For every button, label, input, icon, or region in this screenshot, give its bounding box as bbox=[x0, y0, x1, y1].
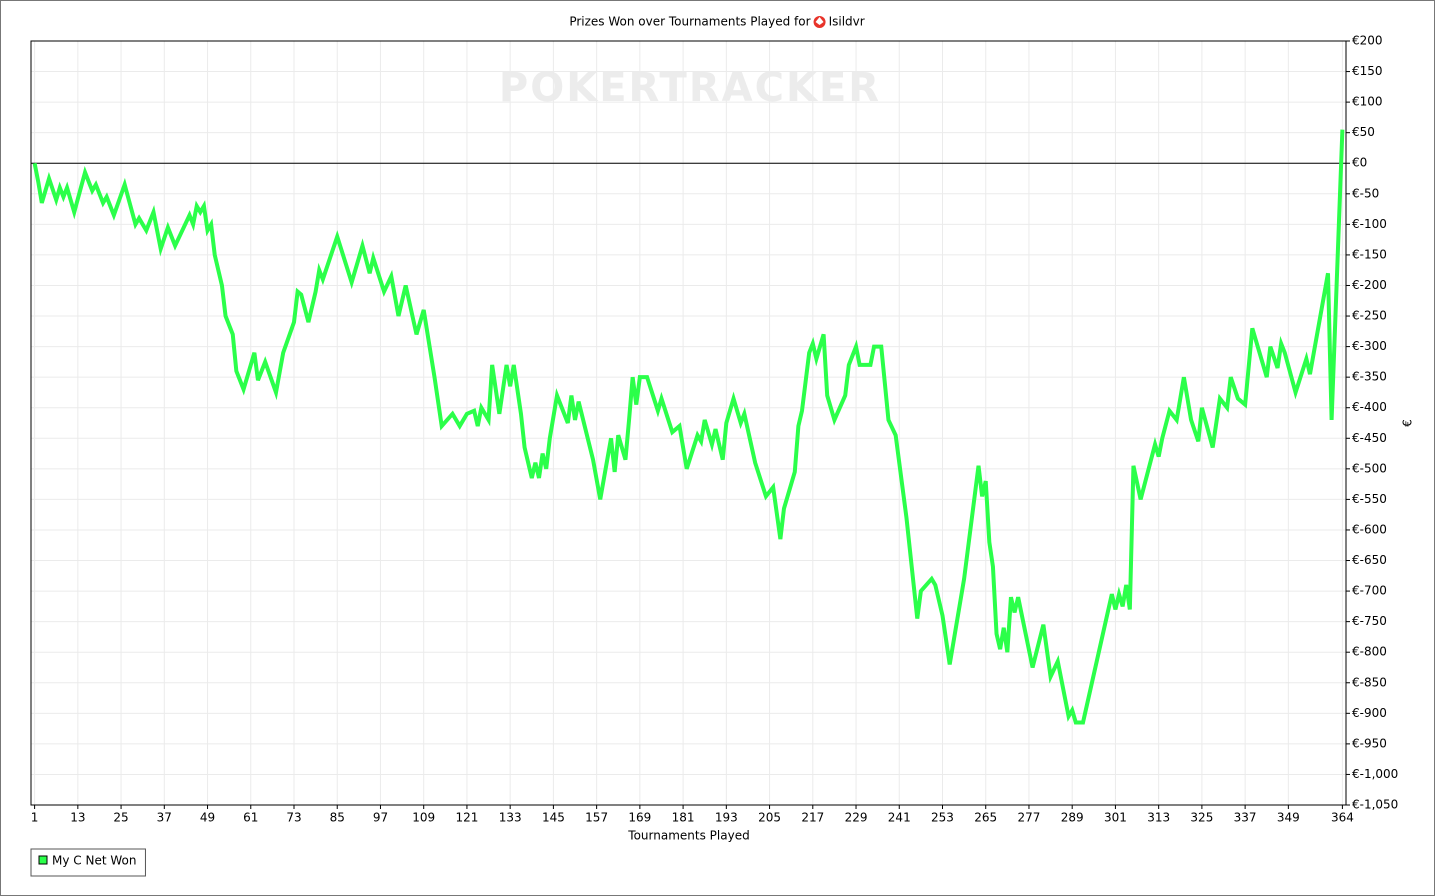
y-tick-label: €150 bbox=[1352, 64, 1383, 78]
x-tick-label: 121 bbox=[455, 811, 478, 825]
y-tick-label: €-650 bbox=[1352, 553, 1387, 567]
x-axis-label: Tournaments Played bbox=[627, 829, 749, 843]
x-tick-label: 133 bbox=[499, 811, 522, 825]
y-tick-label: €-550 bbox=[1352, 492, 1387, 506]
y-tick-label: €-200 bbox=[1352, 278, 1387, 292]
x-tick-label: 181 bbox=[672, 811, 695, 825]
y-tick-label: €-50 bbox=[1352, 186, 1379, 200]
y-tick-label: €-450 bbox=[1352, 431, 1387, 445]
y-tick-label: €-250 bbox=[1352, 309, 1387, 323]
legend-swatch bbox=[38, 855, 48, 865]
y-tick-label: €-150 bbox=[1352, 247, 1387, 261]
x-tick-label: 217 bbox=[801, 811, 824, 825]
x-tick-label: 364 bbox=[1331, 811, 1354, 825]
player-name: Isildvr bbox=[829, 15, 865, 29]
x-tick-label: 265 bbox=[974, 811, 997, 825]
x-tick-label: 37 bbox=[157, 811, 172, 825]
x-tick-label: 289 bbox=[1061, 811, 1084, 825]
x-tick-label: 253 bbox=[931, 811, 954, 825]
x-tick-label: 313 bbox=[1147, 811, 1170, 825]
x-tick-label: 49 bbox=[200, 811, 215, 825]
x-tick-label: 157 bbox=[585, 811, 608, 825]
x-tick-label: 229 bbox=[845, 811, 868, 825]
x-tick-label: 109 bbox=[412, 811, 435, 825]
plot-border bbox=[30, 40, 1347, 806]
y-tick-label: €-850 bbox=[1352, 675, 1387, 689]
y-tick-label: €0 bbox=[1352, 156, 1367, 170]
y-tick-label: €-400 bbox=[1352, 400, 1387, 414]
x-tick-label: 325 bbox=[1190, 811, 1213, 825]
y-tick-label: €-1,000 bbox=[1352, 767, 1398, 781]
x-tick-label: 25 bbox=[113, 811, 128, 825]
player-icon-spade bbox=[815, 17, 824, 25]
legend-label: My C Net Won bbox=[52, 854, 136, 868]
y-tick-label: €-350 bbox=[1352, 370, 1387, 384]
y-tick-label: €50 bbox=[1352, 125, 1375, 139]
x-tick-label: 337 bbox=[1234, 811, 1257, 825]
y-tick-label: €-800 bbox=[1352, 645, 1387, 659]
watermark: POKERTRACKER bbox=[499, 65, 881, 111]
y-tick-label: €-500 bbox=[1352, 461, 1387, 475]
x-tick-label: 169 bbox=[628, 811, 651, 825]
x-tick-label: 73 bbox=[286, 811, 301, 825]
y-tick-label: €-950 bbox=[1352, 736, 1387, 750]
x-tick-label: 205 bbox=[758, 811, 781, 825]
chart-title: Prizes Won over Tournaments Played for bbox=[569, 15, 810, 29]
x-tick-label: 277 bbox=[1018, 811, 1041, 825]
x-tick-label: 241 bbox=[888, 811, 911, 825]
series-line bbox=[32, 129, 1345, 725]
y-tick-label: €100 bbox=[1352, 95, 1383, 109]
x-tick-label: 85 bbox=[330, 811, 345, 825]
y-axis-label: € bbox=[1401, 419, 1415, 427]
y-tick-label: €-900 bbox=[1352, 706, 1387, 720]
x-tick-label: 61 bbox=[243, 811, 258, 825]
y-tick-label: €-600 bbox=[1352, 522, 1387, 536]
y-tick-label: €-100 bbox=[1352, 217, 1387, 231]
x-tick-label: 97 bbox=[373, 811, 388, 825]
y-tick-label: €-300 bbox=[1352, 339, 1387, 353]
y-tick-label: €200 bbox=[1352, 34, 1383, 48]
x-tick-label: 301 bbox=[1104, 811, 1127, 825]
x-tick-label: 349 bbox=[1277, 811, 1300, 825]
x-tick-label: 1 bbox=[31, 811, 39, 825]
y-tick-label: €-750 bbox=[1352, 614, 1387, 628]
x-tick-label: 145 bbox=[542, 811, 565, 825]
x-tick-label: 13 bbox=[70, 811, 85, 825]
x-tick-label: 193 bbox=[715, 811, 738, 825]
y-tick-label: €-1,050 bbox=[1352, 798, 1398, 812]
legend-box bbox=[30, 848, 146, 877]
y-tick-label: €-700 bbox=[1352, 584, 1387, 598]
legend: My C Net Won bbox=[30, 848, 146, 877]
